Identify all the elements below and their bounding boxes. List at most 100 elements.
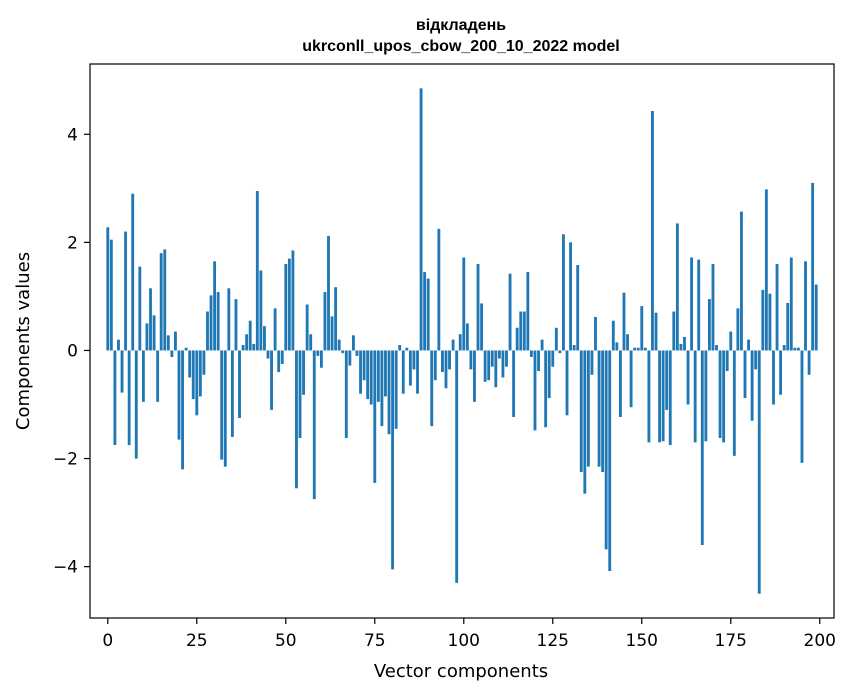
bar-194 (796, 347, 800, 351)
bar-125 (551, 350, 555, 367)
bar-193 (793, 347, 797, 351)
bar-98 (455, 350, 459, 583)
bar-44 (263, 326, 266, 351)
bar-110 (497, 350, 501, 359)
bar-175 (729, 331, 733, 351)
bar-5 (124, 231, 128, 351)
bar-184 (761, 289, 765, 351)
bar-163 (686, 350, 690, 405)
x-tick-label: 175 (715, 631, 747, 651)
bar-67 (344, 350, 348, 439)
bar-139 (601, 350, 605, 473)
bar-79 (387, 350, 391, 435)
bar-96 (448, 350, 451, 370)
bar-60 (319, 350, 323, 368)
bar-166 (697, 259, 701, 351)
bar-90 (426, 278, 430, 351)
bar-4 (120, 350, 124, 393)
y-tick-label: −4 (53, 558, 78, 578)
bar-2 (113, 350, 117, 446)
bar-21 (181, 350, 184, 470)
bar-14 (156, 350, 160, 402)
bar-89 (423, 272, 427, 351)
bar-147 (629, 350, 633, 408)
x-tick-label: 75 (364, 631, 386, 651)
bar-71 (359, 350, 362, 394)
bar-61 (323, 292, 327, 351)
bar-27 (202, 350, 206, 375)
bar-7 (131, 193, 135, 351)
bar-87 (416, 350, 419, 394)
bar-26 (198, 350, 202, 397)
bar-148 (633, 347, 637, 351)
bar-1 (109, 239, 113, 351)
bar-42 (255, 191, 259, 351)
bar-109 (494, 350, 498, 388)
x-tick-label: 125 (537, 631, 569, 651)
bar-134 (583, 350, 587, 494)
bar-45 (266, 350, 270, 359)
bar-105 (480, 303, 484, 351)
bar-129 (565, 350, 569, 416)
x-axis-ticks: 0 25 50 75 100 125 150 175 200 (102, 618, 836, 651)
bar-104 (476, 263, 480, 351)
bar-119 (529, 350, 533, 357)
bar-88 (419, 88, 423, 351)
bar-146 (626, 334, 629, 351)
bar-196 (804, 261, 807, 351)
y-tick-label: 2 (67, 233, 78, 253)
bar-16 (163, 249, 167, 351)
bar-64 (334, 287, 338, 351)
bar-91 (430, 350, 434, 427)
chart-title-line-2: ukrconll_upos_cbow_200_10_2022 model (302, 38, 619, 55)
y-axis-label: Components values (13, 252, 34, 430)
bar-19 (174, 331, 177, 351)
bar-10 (141, 350, 145, 402)
bar-140 (604, 350, 608, 550)
bar-73 (366, 350, 370, 400)
bar-136 (590, 350, 594, 375)
bar-173 (722, 350, 726, 443)
bar-141 (608, 350, 612, 571)
bar-49 (280, 350, 284, 364)
bar-38 (241, 345, 245, 351)
bar-174 (725, 350, 729, 371)
bar-72 (362, 350, 366, 381)
bar-145 (622, 292, 626, 351)
x-tick-label: 100 (448, 631, 480, 651)
bar-56 (305, 304, 309, 351)
bar-182 (754, 350, 758, 370)
bar-24 (191, 350, 195, 400)
bar-155 (658, 350, 661, 443)
bar-167 (700, 350, 704, 546)
bar-75 (373, 350, 377, 483)
bar-80 (391, 350, 395, 570)
bar-101 (465, 323, 469, 351)
bar-189 (779, 350, 783, 395)
bar-151 (643, 347, 647, 351)
bar-187 (772, 350, 775, 405)
bar-28 (206, 311, 209, 351)
bar-197 (807, 350, 811, 375)
bar-138 (597, 350, 601, 467)
bar-22 (184, 347, 188, 351)
bar-195 (800, 350, 804, 463)
bar-78 (384, 350, 387, 397)
bar-0 (106, 227, 110, 351)
bar-111 (501, 350, 505, 378)
bar-120 (533, 350, 537, 431)
bar-144 (618, 350, 622, 417)
bar-85 (408, 350, 412, 386)
bar-186 (768, 293, 772, 351)
bar-103 (473, 350, 476, 402)
bar-3 (117, 339, 120, 351)
bar-165 (693, 350, 697, 443)
x-tick-label: 50 (275, 631, 297, 651)
bar-50 (284, 263, 288, 351)
bar-86 (412, 350, 416, 370)
bar-43 (259, 270, 263, 351)
bar-162 (683, 336, 686, 351)
x-axis-label: Vector components (374, 661, 548, 682)
bar-153 (651, 111, 654, 351)
